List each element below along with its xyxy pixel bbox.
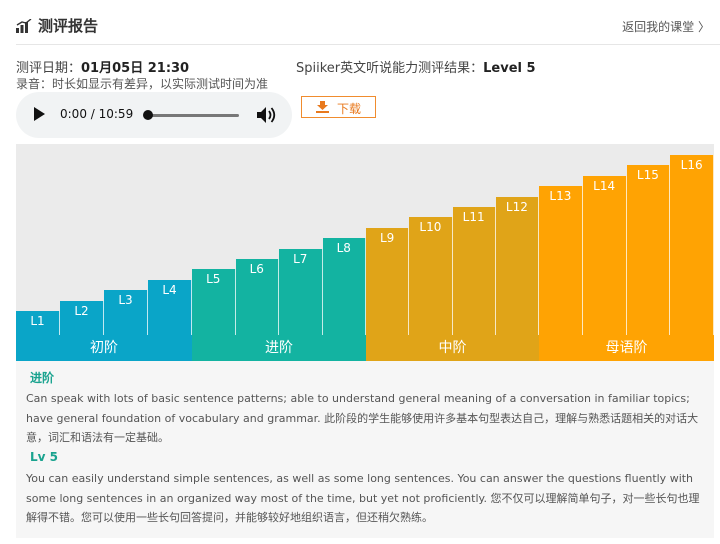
level-bar-label: L12 <box>505 199 528 214</box>
recording-note: 录音：时长如显示有差异，以实际测试时间为准 <box>16 77 269 91</box>
level-description: You can easily understand simple sentenc… <box>26 472 700 524</box>
test-result: Spiiker英文听说能力测评结果：Level 5 <box>296 57 536 76</box>
level-bar-label: L4 <box>162 282 177 297</box>
level-name: Lv 5 <box>30 450 58 464</box>
download-icon <box>316 101 329 113</box>
level-bar-label: L8 <box>336 241 351 256</box>
level-bar-label: L5 <box>206 272 221 287</box>
tier-label-3: 中阶 <box>366 335 539 361</box>
test-date-label: 测评日期： <box>16 61 82 76</box>
download-button[interactable]: 下载 <box>301 96 376 118</box>
level-bar-label: L2 <box>74 303 89 318</box>
level-bar-label: L16 <box>680 158 703 172</box>
level-bar-label: L1 <box>30 314 45 328</box>
level-bar-label: L15 <box>636 168 659 183</box>
level-bar-l14: L14 <box>582 175 627 361</box>
test-date: 测评日期：01月05日 21:30 <box>16 57 189 76</box>
tier-label-4: 母语阶 <box>539 335 714 361</box>
tier-label-2: 进阶 <box>192 335 366 361</box>
level-chart: L1 L2 L3 L4 初阶 L5 L6 L7 L8 进阶 L9 L10 L11 L12 中阶 L13 L14 L… <box>16 144 714 361</box>
test-result-value: Level 5 <box>483 61 536 76</box>
download-label: 下载 <box>337 102 362 116</box>
audio-time: 0:00 / 10:59 <box>60 107 134 121</box>
page-title: 测评报告 <box>38 17 99 35</box>
level-bar-l13: L13 <box>539 186 583 361</box>
play-icon[interactable] <box>34 107 45 121</box>
level-bar-label: L7 <box>293 251 308 266</box>
audio-player: 0:00 / 10:59 <box>16 92 292 138</box>
level-bar-label: L13 <box>549 189 572 204</box>
tier-label-1: 初阶 <box>16 335 192 361</box>
level-bar-l12: L12 <box>495 196 539 361</box>
level-bar-label: L14 <box>593 178 616 193</box>
audio-progress-thumb[interactable] <box>143 110 153 120</box>
audio-progress-track[interactable] <box>147 114 239 117</box>
level-bar-label: L10 <box>419 220 442 235</box>
volume-icon[interactable] <box>257 106 277 124</box>
test-date-value: 01月05日 21:30 <box>81 61 190 76</box>
level-bar-label: L11 <box>462 210 485 224</box>
tier-description: Can speak with lots of basic sentence pa… <box>26 392 699 444</box>
test-result-label: Spiiker英文听说能力测评结果： <box>296 61 484 76</box>
back-to-classroom-link[interactable]: 返回我的课堂 〉 <box>622 20 710 34</box>
level-bar-l15: L15 <box>626 165 671 361</box>
header-divider <box>16 44 720 45</box>
tier-name: 进阶 <box>30 371 55 385</box>
report-chart-icon <box>16 19 32 33</box>
level-description-panel: 进阶 Can speak with lots of basic sentence… <box>16 361 714 538</box>
level-bar-label: L9 <box>379 230 395 245</box>
level-bar-label: L3 <box>118 293 133 308</box>
level-bar-label: L6 <box>249 262 264 276</box>
level-bar-l16: L16 <box>670 155 714 361</box>
